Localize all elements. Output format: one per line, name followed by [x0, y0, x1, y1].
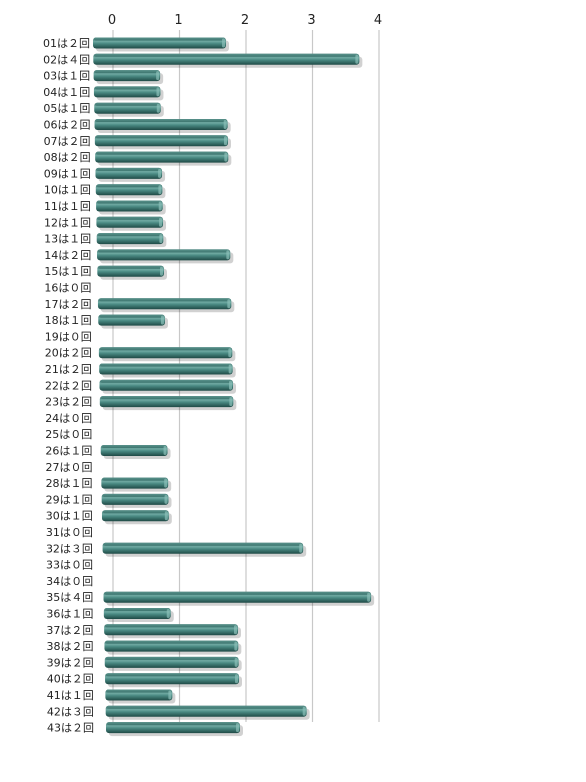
bar	[96, 216, 167, 231]
category-label: 13は１回	[44, 233, 91, 246]
category-label: 41は１回	[47, 689, 94, 702]
category-label: 34は０回	[46, 575, 93, 588]
category-label: 07は２回	[44, 135, 91, 148]
category-label: 27は０回	[45, 461, 92, 474]
bar	[94, 119, 231, 133]
bar	[93, 37, 229, 52]
tick-label-0: 0	[108, 13, 116, 28]
bar	[105, 689, 176, 704]
category-label: 40は２回	[47, 673, 94, 686]
category-label: 01は２回	[43, 37, 90, 50]
tick-label-2: 2	[241, 13, 249, 28]
category-label: 39は２回	[47, 656, 94, 669]
category-label: 21は２回	[45, 363, 92, 376]
category-label: 11は１回	[44, 200, 91, 213]
bar	[105, 673, 242, 688]
category-label: 05は１回	[43, 102, 90, 115]
category-label: 32は３回	[46, 542, 93, 555]
category-label: 06は２回	[43, 119, 90, 132]
bar	[106, 722, 243, 737]
x-axis-ticks: 0 1 2 3 4	[108, 13, 382, 28]
category-label: 37は２回	[46, 624, 93, 637]
tick-label-3: 3	[307, 13, 315, 28]
bar	[99, 379, 236, 394]
category-label: 14は２回	[44, 249, 91, 262]
bar	[104, 656, 242, 671]
bars	[93, 37, 375, 737]
bar	[101, 510, 172, 525]
bar	[98, 314, 168, 329]
bar	[95, 184, 166, 199]
bar	[104, 624, 242, 639]
bar	[97, 249, 234, 264]
category-label: 08は２回	[44, 151, 91, 164]
bar	[94, 135, 231, 150]
category-label: 12は１回	[44, 216, 91, 229]
category-label: 20は２回	[45, 347, 92, 360]
bar	[98, 347, 236, 362]
category-label: 26は１回	[45, 445, 92, 458]
bar	[101, 477, 172, 492]
bar	[95, 167, 166, 182]
category-label: 19は０回	[45, 330, 92, 343]
bar	[93, 53, 363, 68]
bar	[103, 591, 375, 606]
bar	[101, 493, 172, 508]
bar	[104, 640, 242, 655]
category-label: 04は１回	[43, 86, 90, 99]
category-label: 22は２回	[45, 379, 92, 392]
category-label: 16は０回	[44, 282, 91, 295]
bar	[96, 233, 167, 248]
bar	[99, 363, 236, 378]
category-label: 03は１回	[43, 70, 90, 83]
category-label: 33は０回	[46, 559, 93, 572]
category-label: 35は４回	[46, 591, 93, 604]
bar	[97, 298, 235, 313]
bar	[100, 445, 171, 459]
category-label: 23は２回	[45, 396, 92, 409]
bar	[95, 151, 232, 166]
bar	[96, 200, 166, 215]
bar	[93, 70, 164, 85]
category-label: 24は０回	[45, 412, 92, 425]
bar	[94, 102, 164, 117]
bar	[93, 86, 164, 101]
category-label: 25は０回	[45, 428, 92, 441]
category-label: 36は１回	[46, 608, 93, 621]
category-label: 15は１回	[44, 265, 91, 278]
category-labels: 01は２回 02は４回 03は１回 04は１回 05は１回 06は２回 07は２回 08は２回…	[43, 37, 94, 735]
category-label: 18は１回	[45, 314, 92, 327]
category-label: 09は１回	[44, 167, 91, 180]
category-label: 02は４回	[43, 53, 90, 66]
category-label: 10は１回	[44, 184, 91, 197]
category-label: 38は２回	[47, 640, 94, 653]
category-label: 42は３回	[47, 705, 94, 718]
category-label: 29は１回	[46, 493, 93, 506]
bar	[103, 608, 174, 622]
tick-label-1: 1	[174, 13, 182, 28]
category-label: 28は１回	[46, 477, 93, 490]
bar	[99, 396, 237, 411]
tick-label-4: 4	[374, 13, 382, 28]
bar	[102, 542, 307, 557]
category-label: 30は１回	[46, 510, 93, 523]
category-label: 43は２回	[47, 722, 94, 735]
category-label: 31は０回	[46, 526, 93, 539]
bar	[97, 265, 167, 280]
category-label: 17は２回	[45, 298, 92, 311]
bar	[105, 705, 310, 720]
